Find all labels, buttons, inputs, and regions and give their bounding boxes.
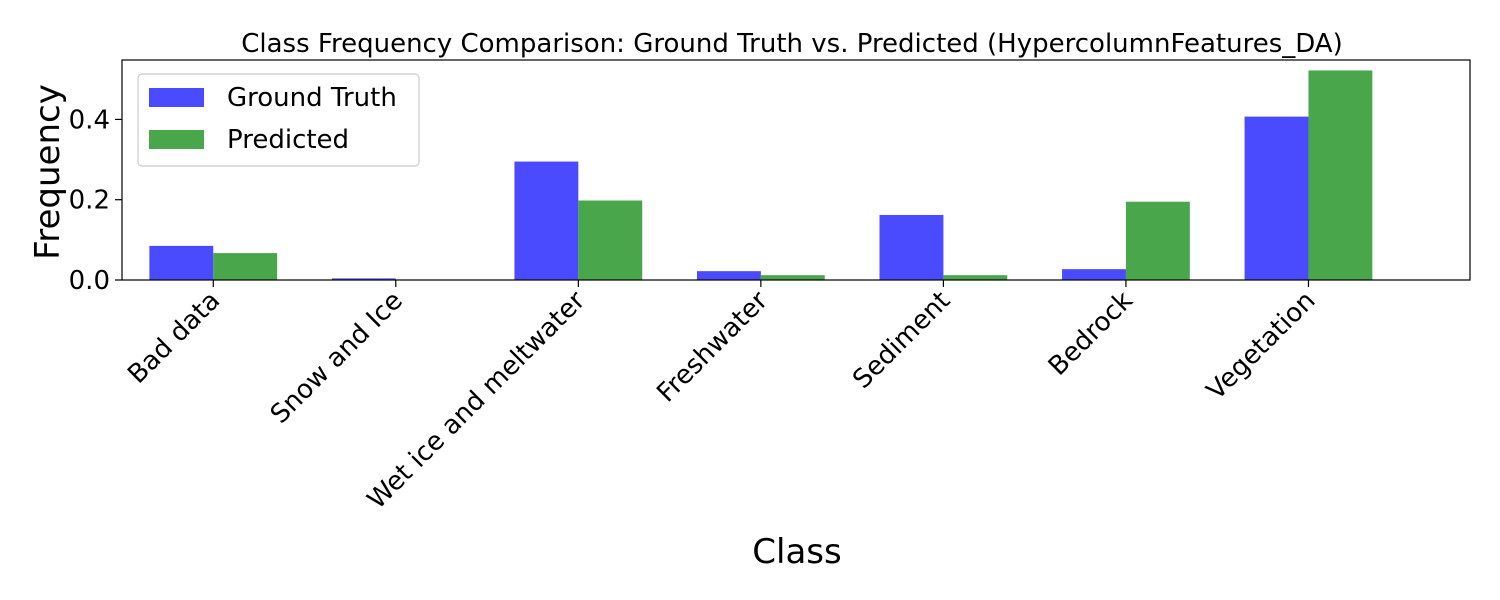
bar-ground-truth: [149, 245, 214, 280]
bar-ground-truth: [1062, 269, 1126, 280]
bar-ground-truth: [879, 214, 944, 280]
y-axis-label: Frequency: [28, 84, 68, 260]
x-tick-label: Vegetation: [1201, 286, 1321, 406]
y-axis: 0.0 0.2 0.4: [69, 105, 122, 296]
bar-ground-truth: [331, 278, 396, 280]
x-axis-label: Class: [752, 532, 841, 572]
x-tick-label: Wet ice and meltwater: [362, 286, 592, 516]
bar-predicted: [578, 200, 643, 280]
bar-predicted: [213, 253, 278, 280]
legend-label: Predicted: [227, 125, 349, 155]
bar-predicted: [943, 275, 1008, 280]
legend: Ground Truth Predicted: [137, 73, 420, 167]
bar-predicted: [1125, 201, 1190, 280]
plot-frame: [121, 59, 1471, 281]
bars-group: [149, 70, 1373, 280]
bar-ground-truth: [514, 161, 579, 280]
legend-frame: [137, 73, 420, 167]
y-tick-label: 0.0: [69, 266, 110, 296]
x-tick-label: Snow and Ice: [265, 286, 409, 430]
bar-ground-truth: [696, 271, 761, 280]
x-tick-label: Bedrock: [1043, 286, 1139, 382]
x-tick-label: Freshwater: [651, 286, 774, 409]
bar-predicted: [760, 275, 825, 280]
bar-predicted: [1308, 70, 1373, 280]
legend-swatch: [149, 130, 204, 149]
legend-label: Ground Truth: [227, 83, 397, 113]
chart-title: Class Frequency Comparison: Ground Truth…: [241, 29, 1342, 59]
y-tick-label: 0.4: [69, 105, 110, 135]
bar-ground-truth: [1244, 116, 1309, 280]
legend-swatch: [149, 88, 204, 107]
x-tick-label: Sediment: [847, 286, 956, 395]
x-tick-label: Bad data: [122, 286, 226, 390]
y-tick-label: 0.2: [69, 186, 110, 216]
